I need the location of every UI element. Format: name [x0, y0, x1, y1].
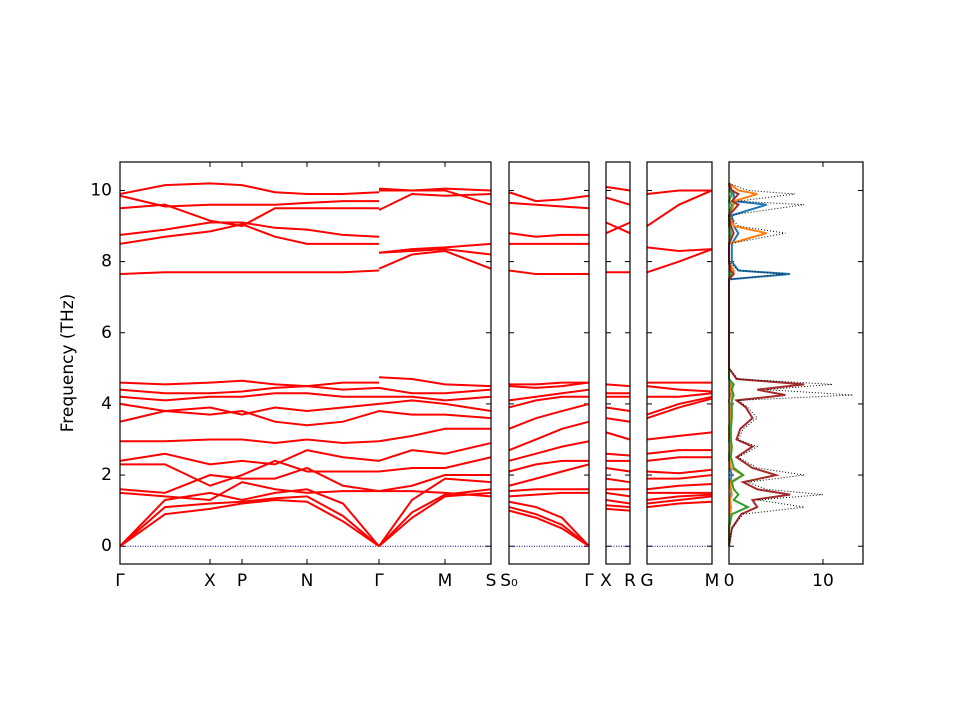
band-line: [509, 381, 589, 386]
band-line: [605, 383, 631, 388]
x-tick-label: P: [237, 571, 247, 591]
y-tick-label: 8: [101, 252, 112, 272]
panel-frame: [508, 161, 590, 565]
band-line: [647, 474, 713, 480]
band-line: [646, 468, 713, 475]
x-tick-label: N: [301, 571, 314, 591]
band-line: [119, 385, 492, 395]
x-tick-label: Γ: [115, 571, 125, 591]
band-line: [119, 488, 492, 547]
band-line: [508, 388, 590, 402]
band-line: [508, 509, 590, 548]
band-line: [508, 232, 589, 238]
band-line: [647, 392, 713, 398]
band-line: [508, 491, 589, 498]
band-line: [508, 381, 590, 389]
x-tick-label: X: [600, 571, 612, 591]
band-line: [508, 395, 589, 409]
band-line: [119, 182, 492, 196]
x-tick-label: S: [486, 571, 497, 591]
band-line: [646, 495, 713, 505]
band-line: [508, 463, 590, 487]
y-tick-label: 0: [101, 536, 112, 556]
x-tick-label: Γ: [584, 571, 594, 591]
x-tick-label: 0: [724, 571, 735, 591]
band-line: [605, 504, 631, 509]
x-tick-label: 10: [812, 571, 834, 591]
band-line: [646, 189, 713, 227]
band-line: [646, 246, 713, 252]
band-line: [508, 402, 590, 430]
band-line: [119, 376, 492, 388]
band-line: [119, 466, 491, 494]
band-line: [646, 500, 713, 509]
band-line: [605, 431, 631, 441]
panel-frame: [605, 161, 631, 565]
dos-line: [727, 182, 805, 547]
band-line: [605, 406, 631, 413]
panel-frame: [728, 161, 864, 565]
x-tick-label: S₀: [500, 571, 518, 591]
y-tick-label: 10: [90, 180, 112, 200]
band-line: [605, 491, 631, 498]
band-line: [605, 196, 631, 206]
band-line: [508, 191, 590, 203]
band-line: [119, 410, 492, 427]
y-tick-label: 4: [101, 394, 112, 414]
band-line: [119, 189, 492, 208]
band-line: [508, 420, 590, 452]
band-line: [508, 201, 590, 210]
y-tick-label: 2: [101, 465, 112, 485]
band-line: [508, 506, 590, 547]
band-line: [646, 449, 712, 455]
x-tick-label: Γ: [374, 571, 384, 591]
band-line: [646, 456, 712, 462]
band-line: [605, 466, 631, 473]
band-line: [605, 185, 631, 192]
dos-line: [727, 182, 767, 547]
dos-line: [727, 182, 791, 547]
band-line: [508, 459, 589, 473]
band-line: [119, 249, 492, 276]
panel-frame: [119, 161, 492, 565]
band-line: [119, 481, 492, 501]
band-line: [646, 395, 713, 416]
band-line: [605, 507, 631, 512]
band-line: [120, 456, 492, 487]
band-line: [119, 399, 492, 416]
band-line: [646, 431, 713, 441]
panel-frame: [646, 161, 713, 565]
band-line: [646, 189, 712, 196]
band-line: [508, 500, 590, 547]
y-tick-label: 6: [101, 323, 112, 343]
x-tick-label: M: [705, 571, 720, 591]
band-line: [508, 440, 590, 462]
band-line: [605, 417, 631, 423]
band-line: [119, 477, 492, 547]
band-line: [605, 477, 631, 484]
band-line: [119, 221, 492, 254]
x-tick-label: G: [640, 571, 653, 591]
x-tick-label: M: [438, 571, 453, 591]
band-line: [605, 498, 631, 505]
band-line: [119, 392, 492, 402]
band-line: [646, 248, 713, 274]
band-line: [646, 493, 713, 501]
y-axis-label: Frequency (THz): [58, 294, 78, 433]
band-line: [646, 385, 713, 393]
band-line: [605, 221, 631, 235]
x-tick-label: X: [204, 571, 216, 591]
band-line: [119, 193, 492, 228]
band-line: [508, 488, 589, 493]
band-line: [119, 442, 492, 466]
band-line: [605, 452, 631, 457]
band-line: [646, 482, 713, 491]
x-tick-label: R: [624, 571, 636, 591]
band-line: [646, 397, 713, 420]
band-line: [508, 269, 589, 276]
band-line: [120, 427, 491, 445]
